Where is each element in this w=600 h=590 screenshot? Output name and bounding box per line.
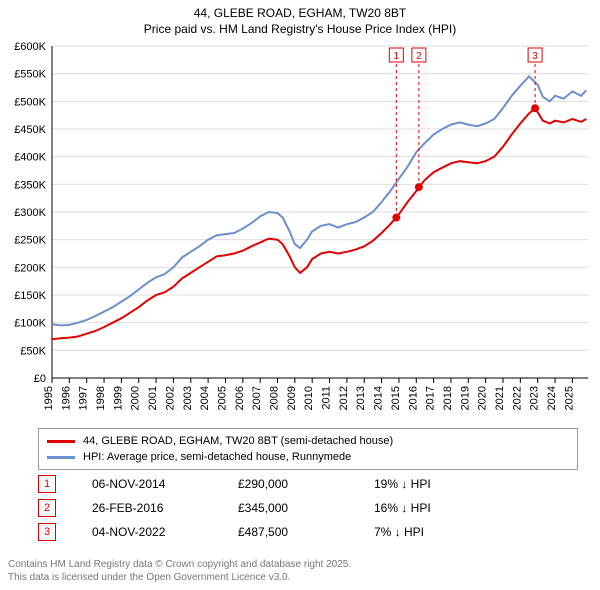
sale-price: £345,000 <box>238 501 374 515</box>
svg-text:2016: 2016 <box>407 386 419 410</box>
svg-text:£250K: £250K <box>14 235 46 247</box>
svg-text:2007: 2007 <box>251 386 263 410</box>
sale-diff: 16% ↓ HPI <box>374 501 431 515</box>
series-price_paid <box>52 108 586 339</box>
footer-line-1: Contains HM Land Registry data © Crown c… <box>8 559 351 572</box>
svg-text:£500K: £500K <box>14 96 46 108</box>
svg-text:2023: 2023 <box>529 386 541 410</box>
svg-text:2014: 2014 <box>373 386 385 410</box>
svg-text:2011: 2011 <box>321 386 333 410</box>
svg-text:2019: 2019 <box>459 386 471 410</box>
svg-text:2022: 2022 <box>511 386 523 410</box>
svg-text:2021: 2021 <box>494 386 506 410</box>
chart-area: £0 £50K £100K £150K £200K £250K £300K £350K £400… <box>8 42 592 420</box>
sale-date: 06-NOV-2014 <box>92 477 238 491</box>
svg-text:2020: 2020 <box>477 386 489 410</box>
svg-text:1996: 1996 <box>60 386 72 410</box>
svg-text:2006: 2006 <box>234 386 246 410</box>
svg-text:2009: 2009 <box>286 386 298 410</box>
svg-text:2025: 2025 <box>563 386 575 410</box>
svg-text:2: 2 <box>416 51 422 62</box>
sale-diff: 7% ↓ HPI <box>374 525 424 539</box>
svg-text:2005: 2005 <box>216 386 228 410</box>
svg-text:2015: 2015 <box>390 386 402 410</box>
svg-text:£600K: £600K <box>14 42 46 53</box>
svg-text:2012: 2012 <box>338 386 350 410</box>
svg-text:£550K: £550K <box>14 69 46 81</box>
svg-text:2000: 2000 <box>130 386 142 410</box>
footer-line-2: This data is licensed under the Open Gov… <box>8 572 351 585</box>
svg-text:1999: 1999 <box>112 386 124 410</box>
legend-swatch <box>47 440 75 443</box>
sale-price: £487,500 <box>238 525 374 539</box>
svg-text:£50K: £50K <box>20 345 46 357</box>
svg-text:£400K: £400K <box>14 152 46 164</box>
svg-text:£100K: £100K <box>14 318 46 330</box>
svg-text:1: 1 <box>394 51 400 62</box>
svg-text:2008: 2008 <box>269 386 281 410</box>
svg-text:2013: 2013 <box>355 386 367 410</box>
sales-table: 1 06-NOV-2014 £290,000 19% ↓ HPI 2 26-FE… <box>38 472 431 544</box>
chart-title: 44, GLEBE ROAD, EGHAM, TW20 8BT Price pa… <box>0 0 600 37</box>
sale-marker-icon: 2 <box>38 499 56 517</box>
legend: 44, GLEBE ROAD, EGHAM, TW20 8BT (semi-de… <box>38 428 578 470</box>
svg-text:1997: 1997 <box>78 386 90 410</box>
svg-text:£0: £0 <box>34 373 46 385</box>
legend-item: HPI: Average price, semi-detached house,… <box>47 449 569 465</box>
svg-text:2003: 2003 <box>182 386 194 410</box>
svg-text:2004: 2004 <box>199 386 211 410</box>
svg-text:£300K: £300K <box>14 207 46 219</box>
svg-text:1998: 1998 <box>95 386 107 410</box>
svg-text:£200K: £200K <box>14 262 46 274</box>
svg-text:2018: 2018 <box>442 386 454 410</box>
legend-label: 44, GLEBE ROAD, EGHAM, TW20 8BT (semi-de… <box>83 435 393 447</box>
svg-text:3: 3 <box>532 51 538 62</box>
sale-row: 1 06-NOV-2014 £290,000 19% ↓ HPI <box>38 472 431 496</box>
sale-row: 2 26-FEB-2016 £345,000 16% ↓ HPI <box>38 496 431 520</box>
svg-text:£350K: £350K <box>14 179 46 191</box>
svg-text:2024: 2024 <box>546 386 558 410</box>
sale-marker-icon: 3 <box>38 523 56 541</box>
svg-text:2010: 2010 <box>303 386 315 410</box>
footer: Contains HM Land Registry data © Crown c… <box>8 559 351 584</box>
price-chart: £0 £50K £100K £150K £200K £250K £300K £350K £400… <box>8 42 592 420</box>
legend-item: 44, GLEBE ROAD, EGHAM, TW20 8BT (semi-de… <box>47 433 569 449</box>
title-line-1: 44, GLEBE ROAD, EGHAM, TW20 8BT <box>0 6 600 22</box>
series-hpi <box>52 76 586 325</box>
sale-marker-icon: 1 <box>38 475 56 493</box>
sale-row: 3 04-NOV-2022 £487,500 7% ↓ HPI <box>38 520 431 544</box>
legend-label: HPI: Average price, semi-detached house,… <box>83 451 351 463</box>
sale-price: £290,000 <box>238 477 374 491</box>
legend-swatch <box>47 456 75 459</box>
svg-text:2017: 2017 <box>425 386 437 410</box>
svg-text:1995: 1995 <box>43 386 55 410</box>
svg-text:2001: 2001 <box>147 386 159 410</box>
svg-text:£150K: £150K <box>14 290 46 302</box>
svg-text:2002: 2002 <box>164 386 176 410</box>
sale-diff: 19% ↓ HPI <box>374 477 431 491</box>
sale-date: 26-FEB-2016 <box>92 501 238 515</box>
title-line-2: Price paid vs. HM Land Registry's House … <box>0 22 600 38</box>
sale-date: 04-NOV-2022 <box>92 525 238 539</box>
svg-text:£450K: £450K <box>14 124 46 136</box>
